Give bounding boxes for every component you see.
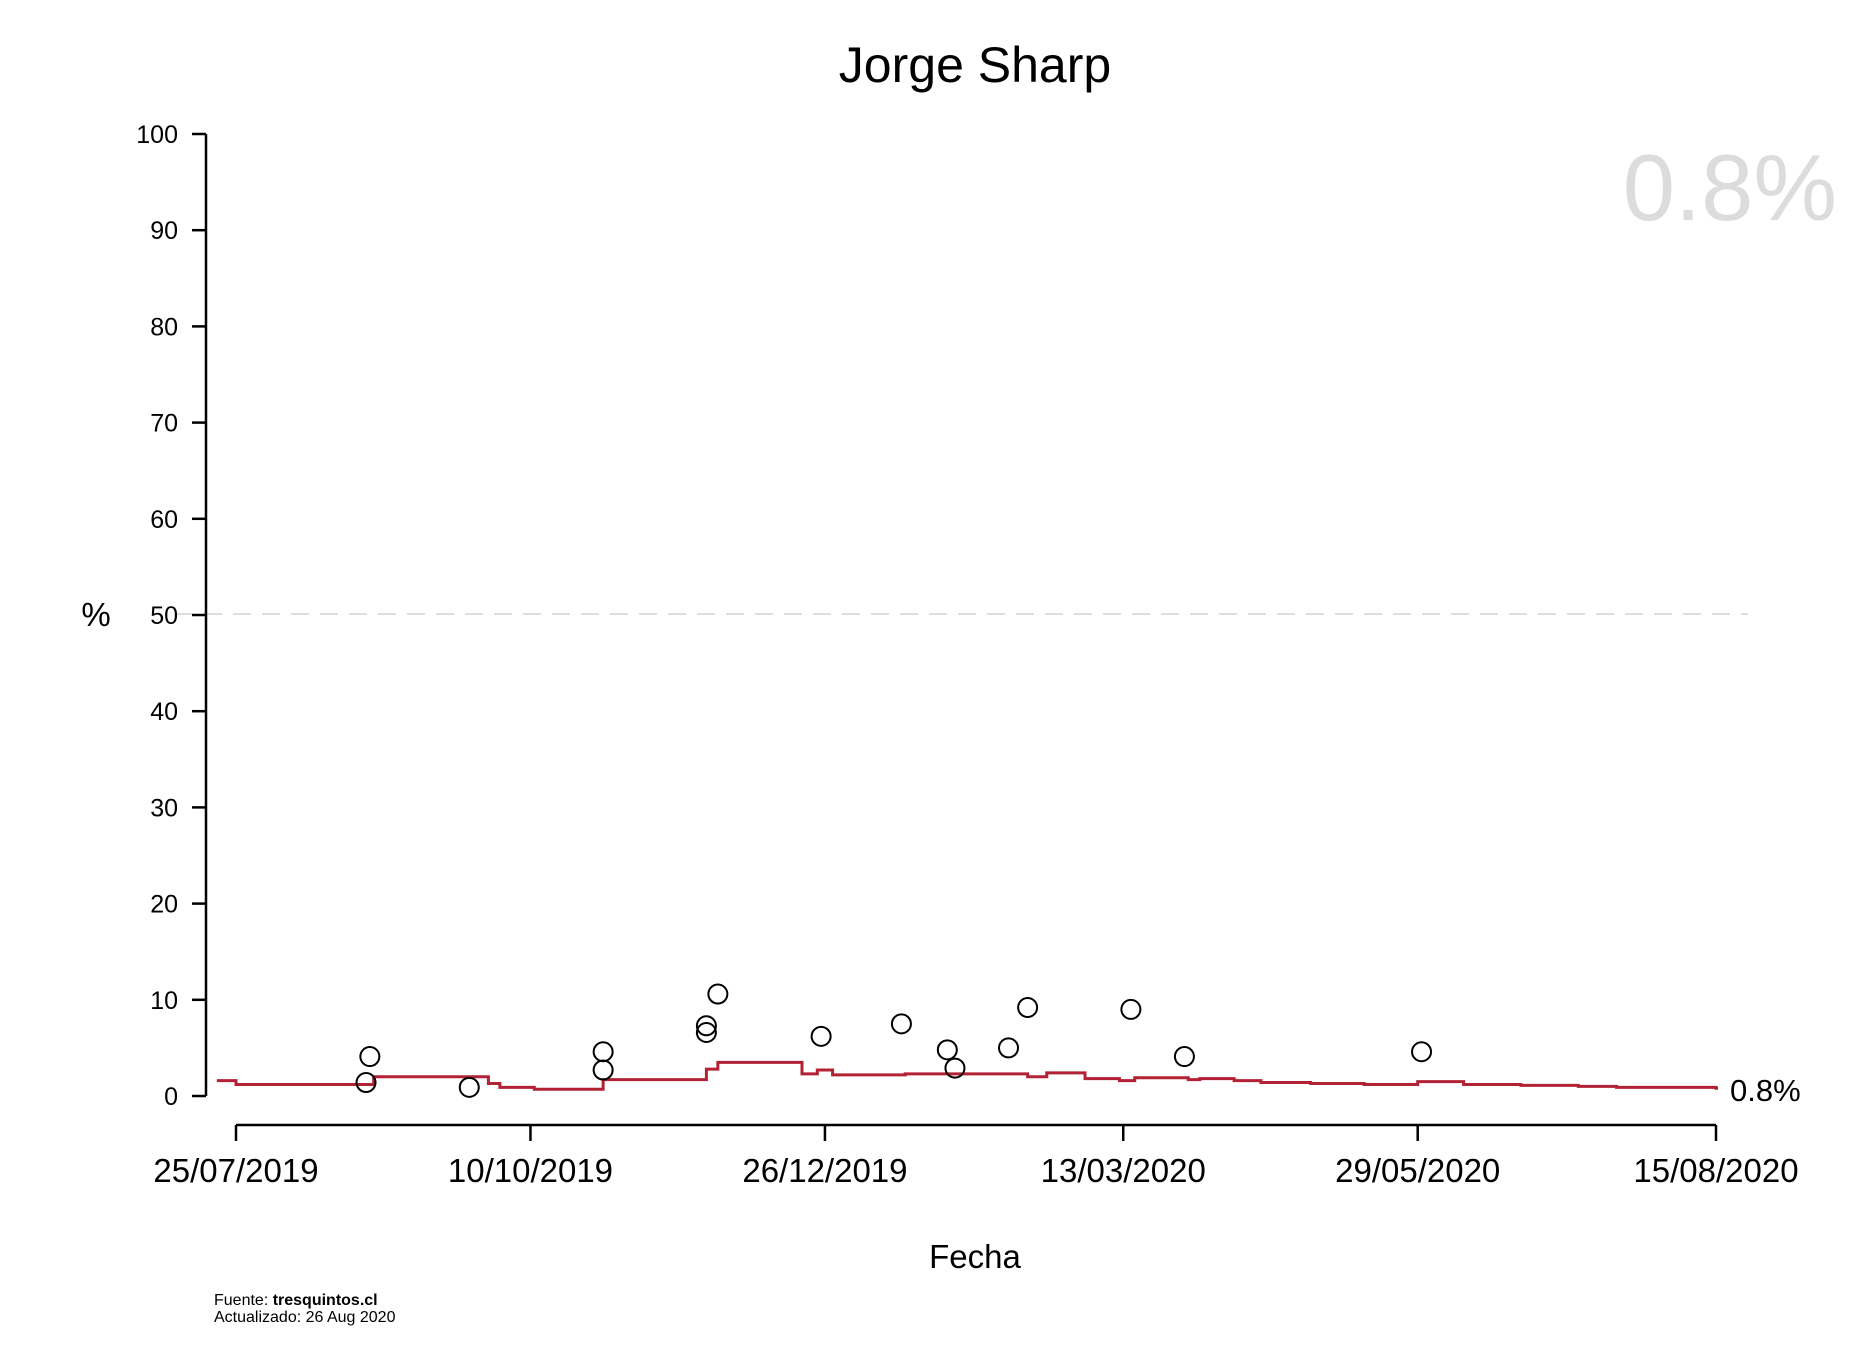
latest-value-watermark: 0.8% xyxy=(1623,135,1837,240)
poll-point xyxy=(695,1022,717,1044)
x-tick-label: 15/08/2020 xyxy=(1633,1152,1798,1189)
y-tick-label: 50 xyxy=(150,602,178,630)
poll-point xyxy=(695,1015,717,1037)
poll-point xyxy=(1173,1046,1195,1068)
poll-points xyxy=(355,983,1433,1098)
poll-point xyxy=(592,1041,614,1063)
poll-point xyxy=(944,1057,966,1079)
y-tick-label: 20 xyxy=(150,891,178,919)
poll-point xyxy=(458,1076,480,1098)
y-tick-label: 40 xyxy=(150,698,178,726)
end-value-label: 0.8% xyxy=(1730,1073,1801,1108)
poll-point xyxy=(707,983,729,1005)
y-axis-label: % xyxy=(81,596,110,633)
poll-point xyxy=(936,1039,958,1061)
y-tick-label: 10 xyxy=(150,987,178,1015)
poll-point xyxy=(810,1025,832,1047)
x-tick-label: 25/07/2019 xyxy=(153,1152,318,1189)
y-tick-label: 60 xyxy=(150,506,178,534)
y-tick-label: 100 xyxy=(136,121,178,149)
y-axis-ticks: 0 10 20 30 40 50 60 70 80 90 100 xyxy=(136,121,206,1111)
x-tick-label: 13/03/2020 xyxy=(1041,1152,1206,1189)
x-axis-ticks: 25/07/2019 10/10/2019 26/12/2019 13/03/2020… xyxy=(153,1125,1799,1189)
poll-point xyxy=(355,1072,377,1094)
poll-point xyxy=(1411,1041,1433,1063)
series-line-estimate xyxy=(216,1060,1718,1091)
x-tick-label: 29/05/2020 xyxy=(1335,1152,1500,1189)
poll-point xyxy=(1017,996,1039,1018)
y-tick-label: 80 xyxy=(150,313,178,341)
source-label: Fuente: xyxy=(214,1292,273,1309)
poll-point xyxy=(998,1037,1020,1059)
footer-source: Fuente: tresquintos.cl xyxy=(214,1292,395,1309)
poll-point xyxy=(1120,998,1142,1020)
poll-point xyxy=(359,1046,381,1068)
x-tick-label: 26/12/2019 xyxy=(742,1152,907,1189)
y-tick-label: 0 xyxy=(164,1083,178,1111)
y-tick-label: 30 xyxy=(150,794,178,822)
footer: Fuente: tresquintos.cl Actualizado: 26 A… xyxy=(214,1292,395,1326)
x-tick-label: 10/10/2019 xyxy=(448,1152,613,1189)
x-axis-label: Fecha xyxy=(929,1238,1021,1275)
y-tick-label: 70 xyxy=(150,410,178,438)
chart-title: Jorge Sharp xyxy=(839,37,1111,93)
poll-point xyxy=(592,1059,614,1081)
source-site: tresquintos.cl xyxy=(272,1292,378,1309)
footer-updated: Actualizado: 26 Aug 2020 xyxy=(214,1309,396,1326)
y-tick-label: 90 xyxy=(150,217,178,245)
poll-point xyxy=(890,1013,912,1035)
